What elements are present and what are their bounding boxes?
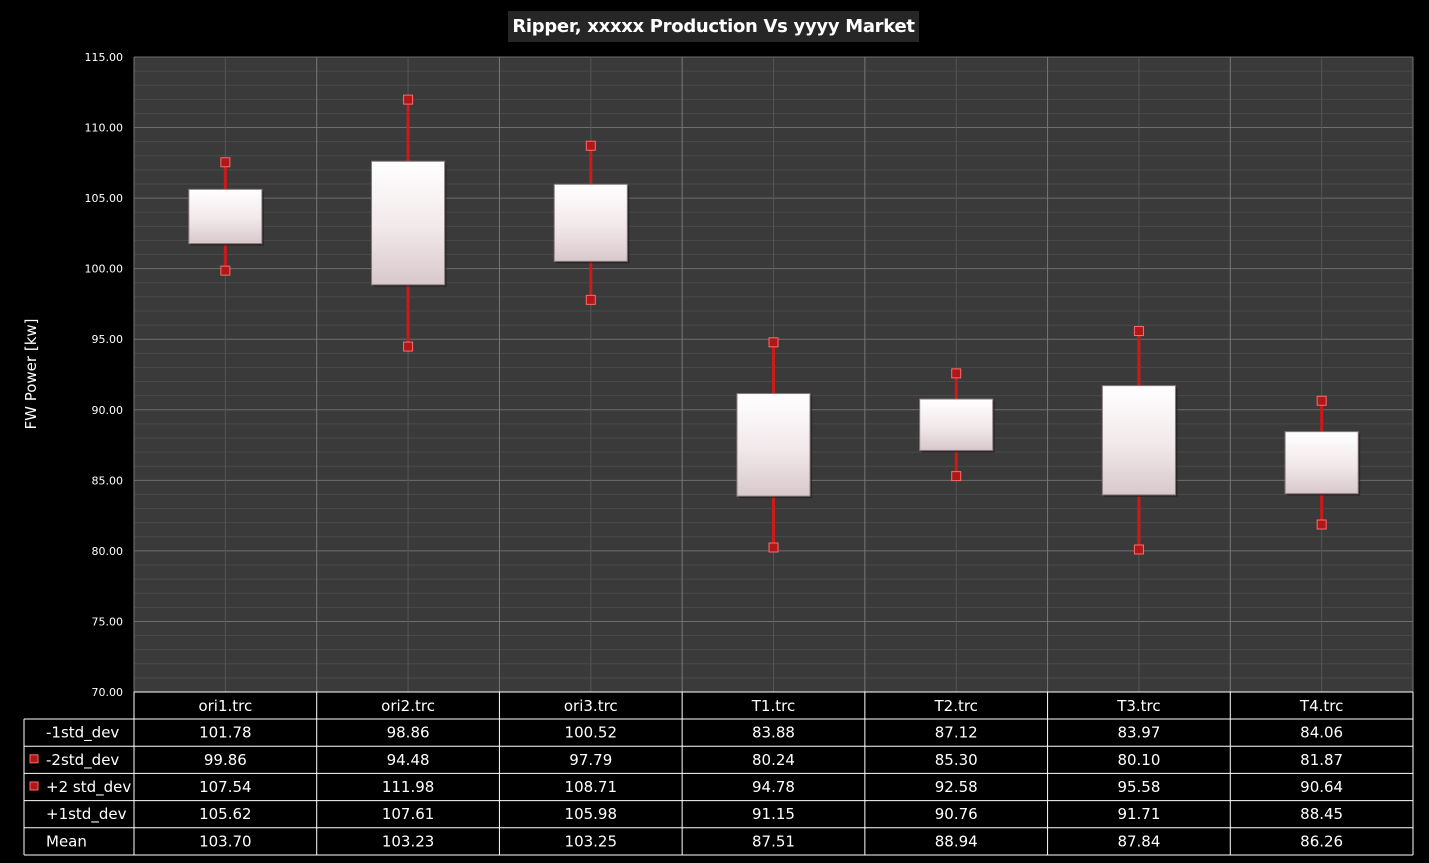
- data-cell: 107.61: [382, 805, 435, 823]
- std-box: [919, 398, 994, 451]
- data-cell: 98.86: [387, 724, 430, 742]
- data-cell: 85.30: [935, 751, 978, 769]
- category-label: T3.trc: [1116, 697, 1160, 715]
- chart-title: Ripper, xxxxx Production Vs yyyy Market: [512, 16, 915, 37]
- minus-2-std-marker: [1133, 544, 1144, 555]
- data-cell: 97.79: [569, 751, 612, 769]
- data-cell: 87.84: [1117, 832, 1160, 850]
- data-cell: 81.87: [1300, 751, 1343, 769]
- data-cell: 100.52: [565, 724, 618, 742]
- data-cell: 94.78: [752, 778, 795, 796]
- data-cell: 107.54: [199, 778, 252, 796]
- minus-2-std-marker: [768, 542, 779, 553]
- plus-2-std-marker: [951, 368, 962, 379]
- y-tick-label: 90.00: [92, 404, 124, 417]
- data-cell: 90.76: [935, 805, 978, 823]
- chart-title-box: Ripper, xxxxx Production Vs yyyy Market: [508, 11, 919, 42]
- plus-2-std-marker: [768, 337, 779, 348]
- data-cell: 91.71: [1117, 805, 1160, 823]
- data-cell: 105.62: [199, 805, 252, 823]
- minus-2-std-marker: [220, 265, 231, 276]
- y-tick-label: 85.00: [92, 474, 124, 487]
- series-label: +2 std_dev: [46, 778, 131, 797]
- y-tick-label: 95.00: [92, 333, 124, 346]
- minus-2-std-marker: [585, 294, 596, 305]
- category-label: ori1.trc: [198, 697, 252, 715]
- std-box: [736, 393, 811, 497]
- data-cell: 94.48: [387, 751, 430, 769]
- data-cell: 88.94: [935, 832, 978, 850]
- data-cell: 108.71: [565, 778, 618, 796]
- std-box: [553, 183, 628, 262]
- legend-marker: [29, 781, 39, 791]
- data-cell: 86.26: [1300, 832, 1343, 850]
- data-cell: 83.88: [752, 724, 795, 742]
- data-cell: 111.98: [382, 778, 435, 796]
- data-cell: 84.06: [1300, 724, 1343, 742]
- data-cell: 87.51: [752, 832, 795, 850]
- minus-2-std-marker: [1316, 519, 1327, 530]
- category-label: ori3.trc: [564, 697, 618, 715]
- data-cell: 80.24: [752, 751, 795, 769]
- data-cell: 103.23: [382, 832, 435, 850]
- data-cell: 99.86: [204, 751, 247, 769]
- data-cell: 83.97: [1117, 724, 1160, 742]
- std-box: [371, 160, 446, 286]
- y-tick-label: 105.00: [85, 192, 124, 205]
- y-tick-label: 100.00: [85, 263, 124, 276]
- series-label: -1std_dev: [46, 724, 119, 743]
- y-tick-label: 110.00: [85, 122, 124, 135]
- data-cell: 87.12: [935, 724, 978, 742]
- data-cell: 95.58: [1117, 778, 1160, 796]
- y-tick-label: 75.00: [92, 615, 124, 628]
- minus-2-std-marker: [951, 471, 962, 482]
- data-cell: 101.78: [199, 724, 252, 742]
- y-tick-label: 115.00: [85, 51, 124, 64]
- data-cell: 91.15: [752, 805, 795, 823]
- data-cell: 92.58: [935, 778, 978, 796]
- series-label: -2std_dev: [46, 751, 119, 770]
- series-label: +1std_dev: [46, 805, 127, 824]
- y-tick-label: 70.00: [92, 686, 124, 699]
- y-axis-title: FW Power [kw]: [22, 318, 40, 429]
- minus-2-std-marker: [403, 341, 414, 352]
- std-box: [1101, 385, 1176, 496]
- data-cell: 80.10: [1117, 751, 1160, 769]
- data-cell: 90.64: [1300, 778, 1343, 796]
- data-cell: 105.98: [565, 805, 618, 823]
- series-label: Mean: [46, 832, 87, 850]
- y-tick-label: 80.00: [92, 545, 124, 558]
- category-label: ori2.trc: [381, 697, 435, 715]
- plus-2-std-marker: [220, 157, 231, 168]
- category-label: T2.trc: [933, 697, 977, 715]
- data-cell: 88.45: [1300, 805, 1343, 823]
- plus-2-std-marker: [1133, 326, 1144, 337]
- category-label: T1.trc: [751, 697, 795, 715]
- plus-2-std-marker: [585, 140, 596, 151]
- std-box: [1284, 431, 1359, 495]
- std-box: [188, 188, 263, 245]
- data-cell: 103.25: [565, 832, 618, 850]
- category-label: T4.trc: [1299, 697, 1343, 715]
- plus-2-std-marker: [403, 94, 414, 105]
- data-cell: 103.70: [199, 832, 252, 850]
- plus-2-std-marker: [1316, 395, 1327, 406]
- legend-marker: [29, 754, 39, 764]
